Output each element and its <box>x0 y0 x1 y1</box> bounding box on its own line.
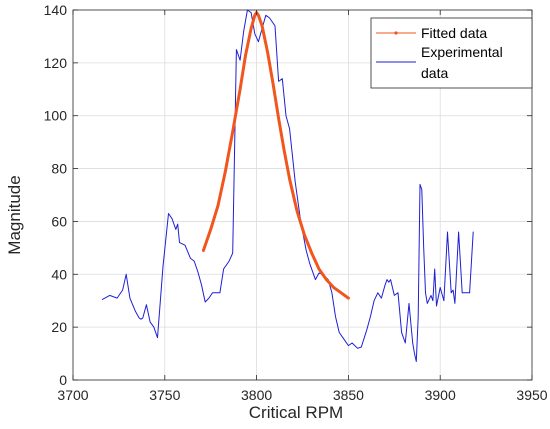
y-tick-label: 20 <box>51 319 67 335</box>
legend-box <box>370 17 533 89</box>
fitted-data-line <box>201 11 350 300</box>
legend: Fitted data Experimental data <box>370 17 533 89</box>
series-layer <box>101 9 474 362</box>
grid <box>73 10 532 380</box>
experimental-data-line <box>101 9 474 362</box>
legend-fitted-marker <box>394 31 398 35</box>
legend-fitted-label: Fitted data <box>421 25 487 41</box>
x-tick-label: 3700 <box>57 387 88 403</box>
x-axis-label: Critical RPM <box>249 403 343 422</box>
y-axis: 0 20 40 60 80 100 120 140 <box>44 2 532 388</box>
y-axis-label: Magnitude <box>5 175 24 254</box>
x-tick-label: 3750 <box>149 387 180 403</box>
legend-experimental-label-line2: data <box>421 65 448 81</box>
y-tick-label: 100 <box>44 108 68 124</box>
plot-border <box>72 9 533 381</box>
y-tick-label: 60 <box>51 213 67 229</box>
x-tick-label: 3800 <box>241 387 272 403</box>
x-axis: 3700 3750 3800 3850 3900 3950 <box>57 10 548 403</box>
legend-experimental-label-line1: Experimental <box>421 44 503 60</box>
y-tick-label: 0 <box>59 372 67 388</box>
y-tick-label: 80 <box>51 161 67 177</box>
y-tick-label: 120 <box>44 55 68 71</box>
x-tick-label: 3850 <box>333 387 364 403</box>
y-tick-label: 40 <box>51 266 67 282</box>
x-tick-label: 3900 <box>425 387 456 403</box>
x-tick-label: 3950 <box>516 387 547 403</box>
y-tick-label: 140 <box>44 2 68 18</box>
